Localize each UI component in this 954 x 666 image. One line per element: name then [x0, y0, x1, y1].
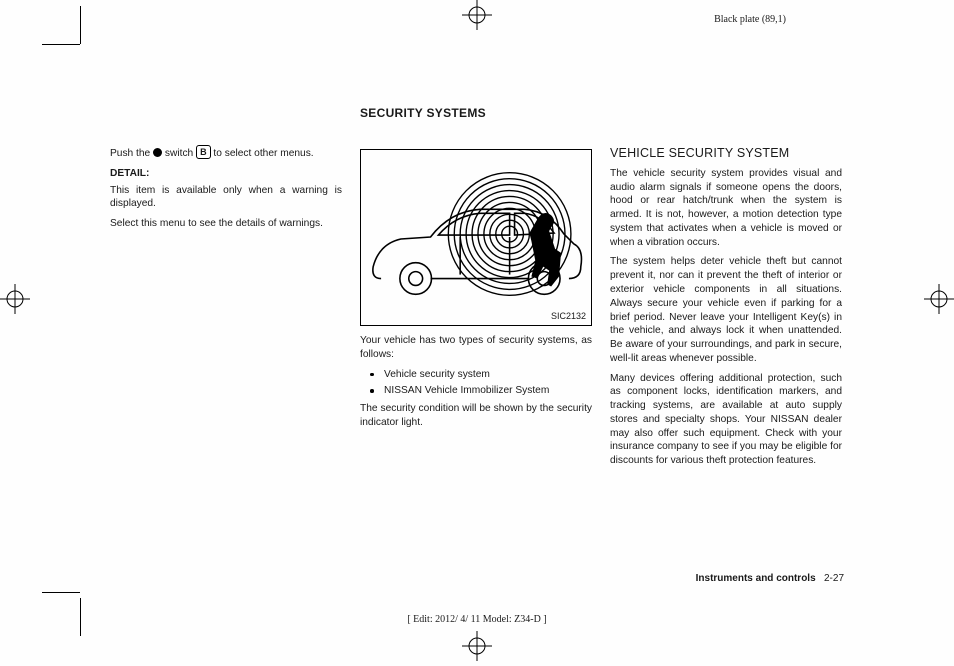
vehicle-security-heading: VEHICLE SECURITY SYSTEM — [610, 145, 842, 162]
push-mid: switch — [165, 148, 193, 159]
push-instruction: Push the switch B to select other menus. — [110, 145, 342, 161]
list-item: NISSAN Vehicle Immobilizer System — [370, 384, 592, 398]
footer-page: 2-27 — [824, 573, 844, 584]
col2-intro: Your vehicle has two types of security s… — [360, 334, 592, 362]
crop-mark — [42, 592, 80, 593]
registration-mark-left — [0, 284, 30, 314]
security-list: Vehicle security system NISSAN Vehicle I… — [370, 368, 592, 399]
registration-mark-bottom — [462, 631, 492, 661]
dot-icon — [153, 148, 162, 157]
crop-mark — [42, 44, 80, 45]
push-post: to select other menus. — [213, 148, 313, 159]
page-content: Push the switch B to select other menus.… — [110, 105, 850, 474]
crop-mark — [80, 6, 81, 44]
security-figure: SIC2132 — [360, 149, 592, 326]
col2-closing: The security condition will be shown by … — [360, 402, 592, 430]
column-2: SECURITY SYSTEMS — [360, 105, 592, 474]
column-1: Push the switch B to select other menus.… — [110, 105, 342, 474]
registration-mark-top — [462, 0, 492, 30]
column-3: VEHICLE SECURITY SYSTEM The vehicle secu… — [610, 105, 842, 474]
footer-section-page: Instruments and controls 2-27 — [696, 573, 844, 584]
registration-mark-right — [924, 284, 954, 314]
detail-text-2: Select this menu to see the details of w… — [110, 217, 342, 231]
col3-p2: The system helps deter vehicle theft but… — [610, 255, 842, 365]
plate-info: Black plate (89,1) — [714, 14, 786, 25]
figure-label: SIC2132 — [551, 310, 586, 322]
detail-text-1: This item is available only when a warni… — [110, 184, 342, 212]
switch-b-icon: B — [196, 145, 211, 159]
list-item: Vehicle security system — [370, 368, 592, 382]
section-title: SECURITY SYSTEMS — [360, 105, 592, 121]
col3-p1: The vehicle security system provides vis… — [610, 167, 842, 250]
footer-section: Instruments and controls — [696, 573, 816, 584]
footer-edit: [ Edit: 2012/ 4/ 11 Model: Z34-D ] — [0, 614, 954, 625]
push-pre: Push the — [110, 148, 150, 159]
col3-p3: Many devices offering additional protect… — [610, 372, 842, 468]
detail-label: DETAIL: — [110, 167, 342, 181]
